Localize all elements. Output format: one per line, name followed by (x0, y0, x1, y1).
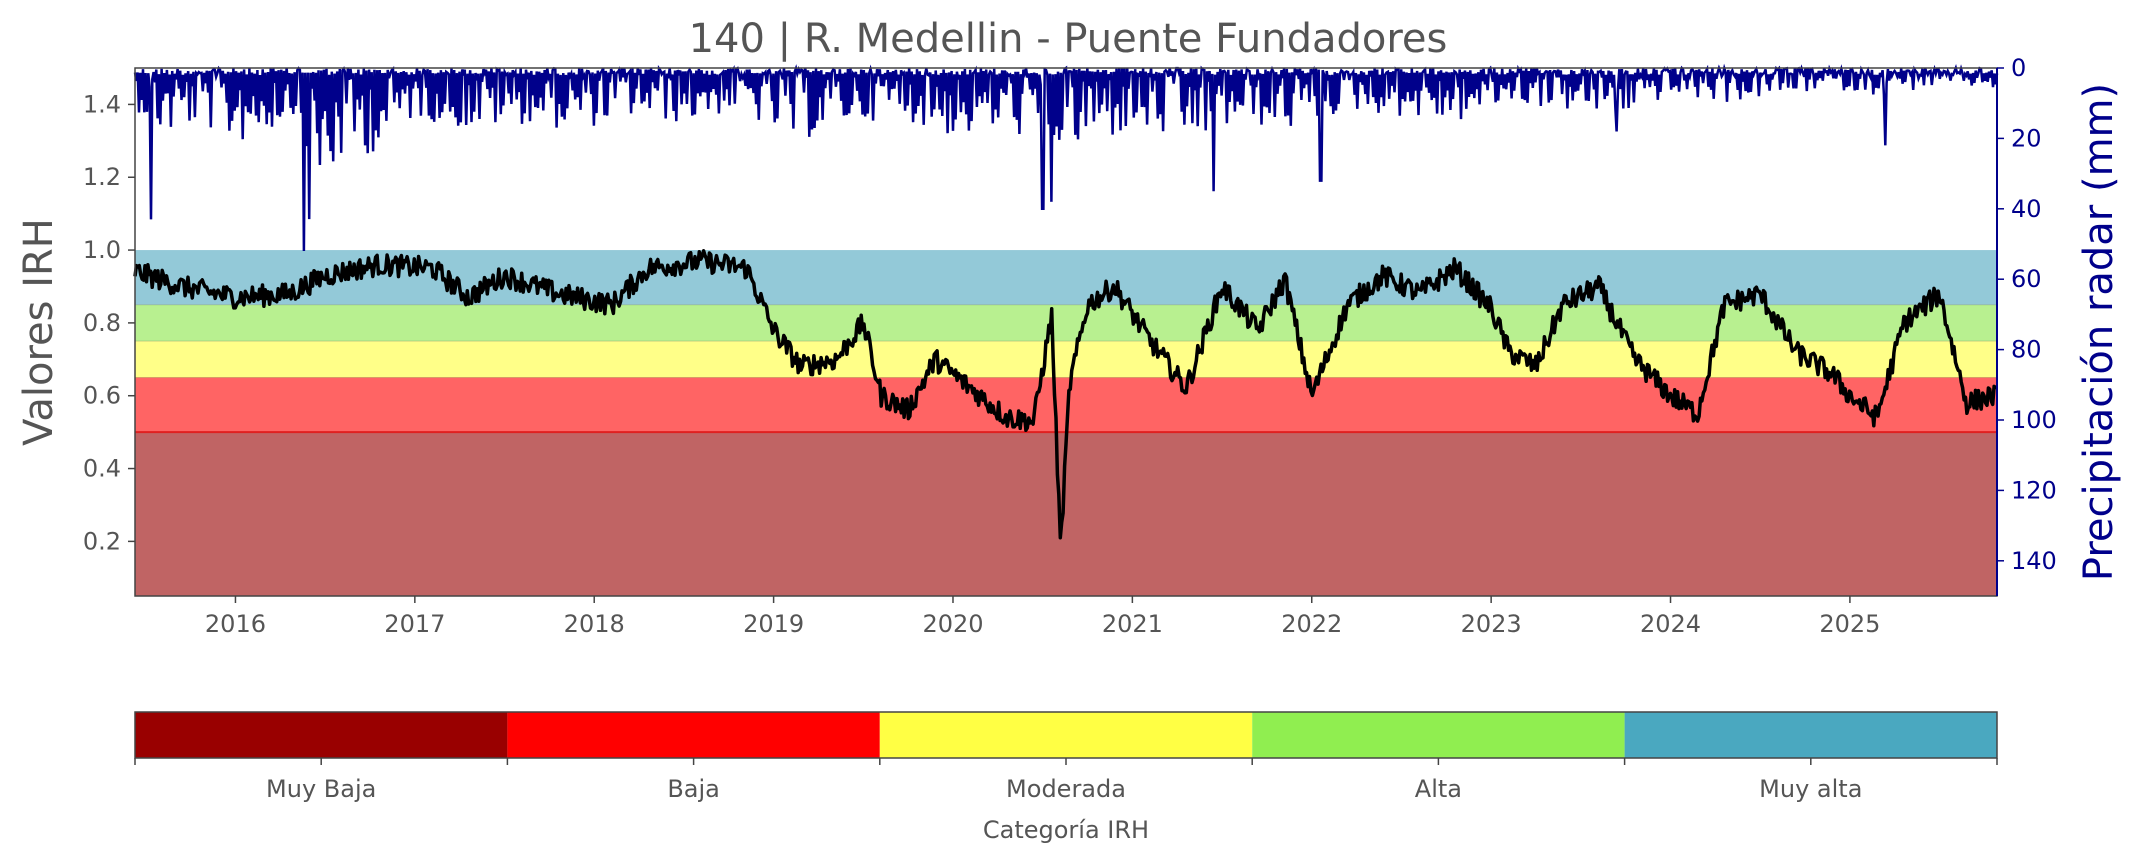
y-tick-label: 0.2 (83, 527, 121, 555)
y2-tick-label: 80 (2011, 336, 2042, 364)
y-tick-label: 0.6 (83, 382, 121, 410)
y2-axis-label: Precipitación radar (mm) (2076, 83, 2122, 581)
x-tick-label: 2022 (1281, 610, 1342, 638)
y2-tick-label: 40 (2011, 195, 2042, 223)
colorbar-label: Baja (667, 775, 720, 803)
y2-tick-label: 120 (2011, 476, 2057, 504)
y-tick-label: 0.4 (83, 455, 121, 483)
colorbar-label: Alta (1415, 775, 1462, 803)
colorbar-segment-4 (1624, 712, 1997, 758)
x-tick-label: 2017 (384, 610, 445, 638)
chart-title: 140 | R. Medellin - Puente Fundadores (689, 16, 1448, 62)
irh-band-2 (135, 341, 1997, 378)
colorbar-label: Muy alta (1759, 775, 1862, 803)
colorbar-title: Categoría IRH (983, 816, 1149, 844)
y2-tick-label: 100 (2011, 406, 2057, 434)
y-tick-label: 1.4 (83, 90, 121, 118)
colorbar-segment-1 (507, 712, 880, 758)
y2-tick-label: 20 (2011, 124, 2042, 152)
x-tick-label: 2021 (1102, 610, 1163, 638)
colorbar-segment-0 (135, 712, 508, 758)
colorbar-label: Moderada (1006, 775, 1126, 803)
x-tick-label: 2019 (743, 610, 804, 638)
y-axis-label: Valores IRH (16, 218, 62, 446)
colorbar-segment-2 (879, 712, 1253, 758)
x-tick-label: 2018 (564, 610, 625, 638)
x-tick-label: 2025 (1819, 610, 1880, 638)
colorbar-label: Muy Baja (266, 775, 376, 803)
precipitation-series (133, 63, 1999, 252)
y2-tick-label: 0 (2011, 54, 2026, 82)
irh-band-3 (135, 304, 1997, 342)
irh-band-4 (135, 250, 1997, 305)
y2-tick-label: 60 (2011, 265, 2042, 293)
colorbar-segment-3 (1252, 712, 1625, 758)
x-tick-label: 2020 (922, 610, 983, 638)
irh-series (133, 249, 1998, 540)
x-tick-label: 2016 (205, 610, 266, 638)
y-tick-label: 1.2 (83, 163, 121, 191)
y2-tick-label: 140 (2011, 547, 2057, 575)
x-tick-label: 2023 (1461, 610, 1522, 638)
x-tick-label: 2024 (1640, 610, 1701, 638)
y-tick-label: 0.8 (83, 309, 121, 337)
y-tick-label: 1.0 (83, 236, 121, 264)
